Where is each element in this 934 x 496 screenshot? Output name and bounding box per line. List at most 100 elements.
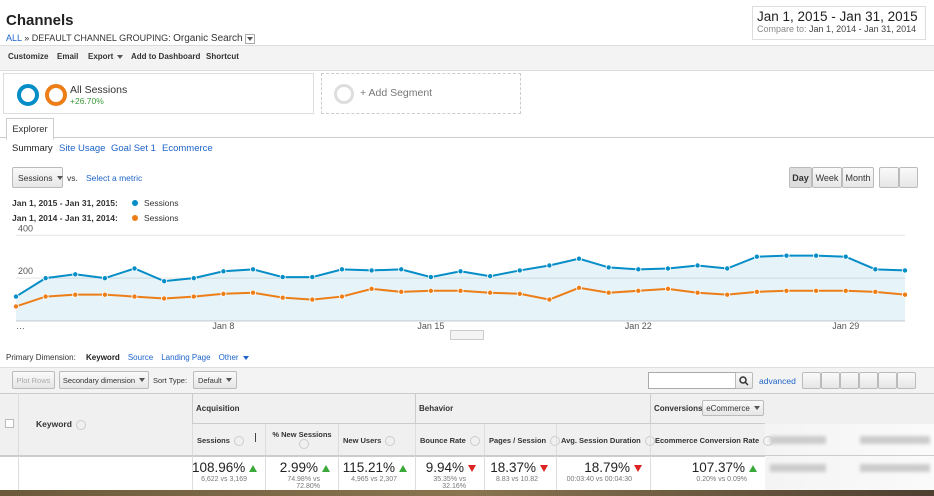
explorer-tab[interactable]: Explorer [6,118,54,140]
dimension-option[interactable]: Other [218,353,239,362]
point [664,285,671,292]
toolbar-item[interactable]: Shortcut [206,52,239,61]
add-segment[interactable]: + Add Segment [321,73,521,114]
point [72,291,79,298]
point [605,264,612,271]
column-header[interactable]: Avg. Session Duration [561,436,655,447]
point [457,287,464,294]
column-header[interactable]: Pages / Session [489,436,561,447]
point [546,262,553,269]
column-header[interactable]: Sessions [197,436,244,447]
point [309,296,316,303]
change-arrow [749,464,757,472]
dimension-option[interactable]: Landing Page [161,353,211,362]
dimension-option[interactable]: Keyword [86,353,120,362]
point [368,267,375,274]
toolbar-item[interactable]: Customize [8,52,49,61]
legend-swatch [132,200,138,206]
chart-type-line[interactable] [879,167,899,188]
blurred-cell [770,436,826,444]
segment-card[interactable]: All Sessions +26.70% [3,73,314,114]
point [131,265,138,272]
search-button[interactable] [735,372,753,389]
toolbar-item[interactable]: Export [88,52,124,61]
summary-change: 107.37% [691,460,745,475]
change-arrow [468,464,476,472]
subtab[interactable]: Ecommerce [162,143,213,154]
view-button[interactable] [802,372,821,389]
column-header[interactable]: New Users [343,436,396,447]
x-tick-label: Jan 8 [212,321,234,331]
point [42,275,49,282]
summary-cell: 108.96% 6,622 vs 3,169 [192,460,258,483]
point [338,293,345,300]
toolbar-item[interactable]: Add to Dashboard [131,52,201,61]
point [190,275,197,282]
point [42,293,49,300]
header-checkbox[interactable] [5,419,14,428]
plot-rows[interactable]: Plot Rows [12,371,55,389]
select-metric[interactable]: Select a metric [86,173,143,183]
subtab[interactable]: Summary [12,143,53,154]
breadcrumb-group: DEFAULT CHANNEL GROUPING: [31,33,171,43]
advanced-link[interactable]: advanced [759,376,796,386]
point [101,291,108,298]
sort-type[interactable]: Default [193,371,237,389]
point [131,293,138,300]
granularity-button[interactable]: Week [812,167,842,188]
point [724,291,731,298]
granularity-button[interactable]: Month [842,167,874,188]
breadcrumb-all[interactable]: ALL [6,33,22,43]
group-rule [192,423,765,424]
view-button[interactable] [840,372,859,389]
segment-name: All Sessions [70,84,128,96]
column-divider [650,424,651,490]
point [783,287,790,294]
chart-type-motion[interactable] [899,167,918,188]
view-button[interactable] [878,372,897,389]
point [872,288,879,295]
metric-dropdown[interactable]: Sessions [12,167,63,188]
sort-label: Sort Type: [153,376,188,385]
change-arrow [322,464,330,472]
metric-selected: Sessions [18,172,53,183]
dimension-value: Organic Search [173,33,243,44]
column-header[interactable]: Ecommerce Conversion Rate [655,436,774,447]
granularity-button[interactable]: Day [789,167,812,188]
search-box[interactable] [648,372,738,389]
point [250,289,257,296]
secondary-dimension[interactable]: Secondary dimension [59,371,149,389]
toolbar-item[interactable]: Email [57,52,79,61]
column-header[interactable]: % New Sessions [270,430,334,450]
point [190,293,197,300]
conversion-select[interactable]: eCommerce [702,400,764,416]
change-arrow [634,464,642,472]
view-button[interactable] [897,372,916,389]
sort-value: Default [198,375,222,385]
legend-name: Sessions [144,213,179,223]
point [368,285,375,292]
point [902,291,909,298]
point [516,290,523,297]
point [813,252,820,259]
column-header[interactable]: Bounce Rate [420,436,480,447]
subtab[interactable]: Goal Set 1 [111,143,156,154]
dimension-option[interactable]: Source [127,353,154,362]
point [487,273,494,280]
point [576,255,583,262]
vs-label: vs. [67,173,78,183]
dimension-dropdown[interactable] [245,33,256,44]
point [842,287,849,294]
sort-arrow [255,433,257,442]
date-picker[interactable]: Jan 1, 2015 - Jan 31, 2015 Compare to: J… [752,6,926,40]
subtab[interactable]: Site Usage [59,143,106,154]
point [694,262,701,269]
chart-resize-handle[interactable] [450,330,484,340]
view-button[interactable] [859,372,878,389]
point [101,275,108,282]
legend-name: Sessions [144,198,179,208]
view-button[interactable] [821,372,840,389]
conversion-select-label: eCommerce [706,403,750,413]
point [783,252,790,259]
point [724,265,731,272]
